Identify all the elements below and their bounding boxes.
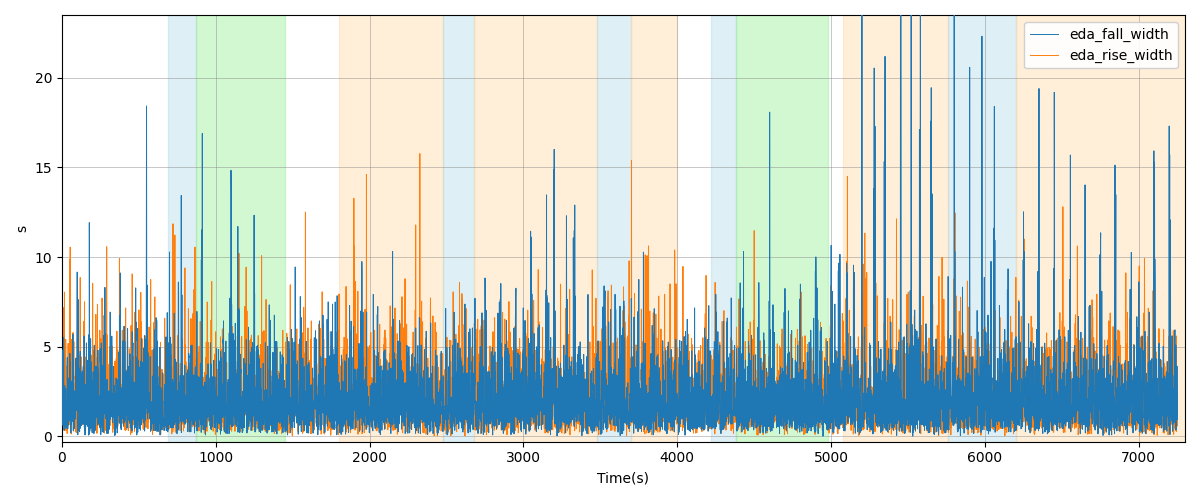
eda_rise_width [347,371,361,377]
eda_fall_width [55,422,70,428]
eda_rise_width [498,382,512,388]
Bar [196,15,284,442]
eda_fall_width [809,410,823,416]
Legend: eda_fall_width, eda_rise_width: eda_fall_width, eda_rise_width [1025,22,1178,68]
Bar [474,15,598,442]
eda_rise_width [810,416,824,422]
eda_rise_width [113,366,127,372]
Bar [948,15,1015,442]
eda_fall_width [475,380,490,386]
Bar [736,15,828,442]
eda_rise_width [1170,412,1184,418]
eda_fall_width [347,386,361,392]
Bar [712,15,736,442]
Bar [844,15,948,442]
eda_rise_width [476,374,491,380]
Bar [598,15,631,442]
Bar [168,15,196,442]
eda_rise_width [457,433,472,439]
Y-axis label: s: s [14,225,29,232]
Line: eda_rise_width: eda_rise_width [62,154,1177,436]
eda_fall_width [498,342,512,347]
Bar [631,15,677,442]
eda_fall_width [595,390,610,396]
eda_fall_width [1170,399,1184,405]
Bar [338,15,444,442]
eda_fall_width [113,380,127,386]
Bar [1015,15,1186,442]
eda_rise_width [55,388,70,394]
Line: eda_fall_width: eda_fall_width [62,0,1177,436]
X-axis label: Time(s): Time(s) [598,471,649,485]
eda_rise_width [413,150,427,156]
Bar [444,15,474,442]
eda_rise_width [595,398,610,404]
eda_fall_width [816,434,830,440]
